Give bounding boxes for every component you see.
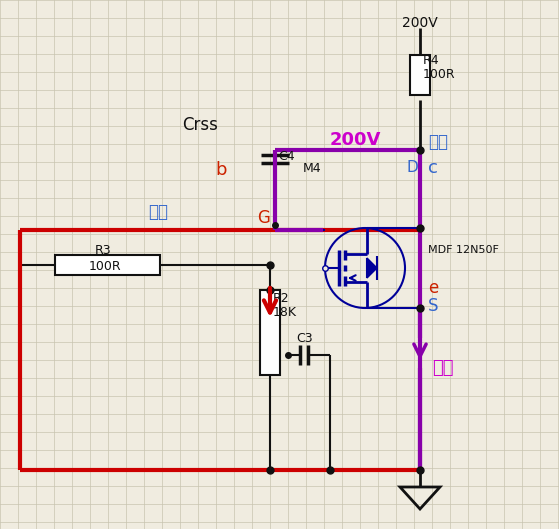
Text: 100R: 100R [89, 260, 122, 273]
Text: Crss: Crss [182, 116, 218, 134]
Text: G: G [257, 209, 270, 227]
Text: M4: M4 [303, 161, 321, 175]
Text: 200V: 200V [402, 16, 438, 30]
Text: MDF 12N50F: MDF 12N50F [428, 245, 499, 255]
Text: S: S [428, 297, 438, 315]
Text: 100R: 100R [423, 68, 456, 81]
Text: R2: R2 [273, 291, 290, 305]
Text: 200V: 200V [330, 131, 381, 149]
Text: C3: C3 [296, 333, 312, 345]
Text: 18K: 18K [273, 306, 297, 318]
Text: R4: R4 [423, 54, 439, 68]
Text: 源极: 源极 [432, 359, 453, 377]
Text: e: e [428, 279, 438, 297]
Polygon shape [367, 258, 377, 278]
Text: c: c [428, 159, 438, 177]
Text: b: b [215, 161, 226, 179]
Bar [55, 255, 160, 275]
Text: 栅极: 栅极 [148, 203, 168, 221]
Bar [260, 290, 280, 375]
Text: C4: C4 [278, 150, 295, 163]
Bar [410, 55, 430, 95]
Text: 漏极: 漏极 [428, 133, 448, 151]
Text: D: D [406, 160, 418, 176]
Text: R3: R3 [95, 244, 112, 258]
